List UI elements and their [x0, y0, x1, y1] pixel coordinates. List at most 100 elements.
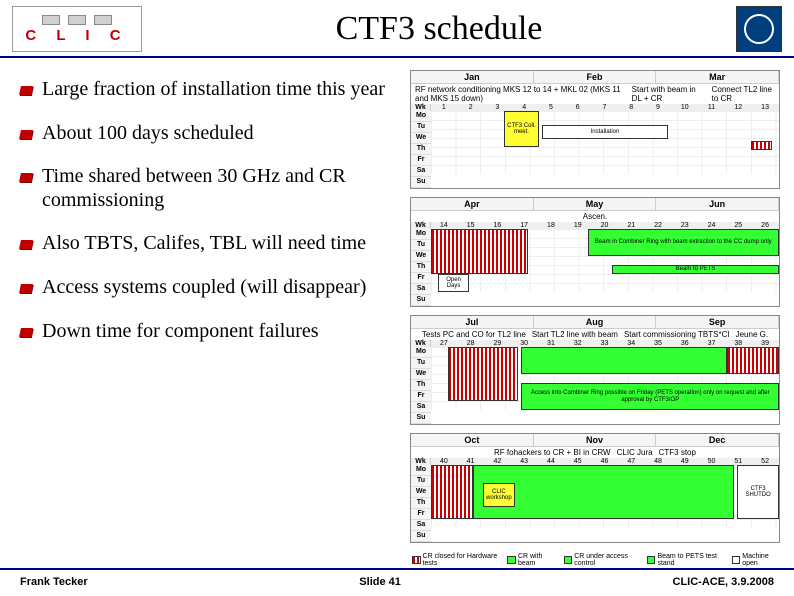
schedule-note: Start TL2 line with beam	[532, 330, 618, 339]
bullet-list: Large fraction of installation time this…	[20, 70, 400, 569]
bullet-item: Also TBTS, Califes, TBL will need time	[20, 232, 400, 256]
schedule-grid: CTF3 Coll. meet.Installation	[431, 111, 779, 174]
day-label: Th	[411, 144, 431, 155]
day-label: Fr	[411, 273, 431, 284]
schedule-block	[431, 465, 473, 519]
schedule-block	[431, 229, 528, 274]
month-label: May	[534, 198, 657, 210]
day-label: Sa	[411, 166, 431, 177]
day-label: We	[411, 133, 431, 144]
day-label: Fr	[411, 155, 431, 166]
month-label: Dec	[656, 434, 779, 446]
day-label: Sa	[411, 284, 431, 295]
week-number: 23	[672, 222, 699, 229]
day-label: Tu	[411, 122, 431, 133]
week-number: 32	[565, 340, 592, 347]
week-number: 52	[752, 458, 779, 465]
week-number: 51	[725, 458, 752, 465]
week-number: 42	[485, 458, 512, 465]
week-number: 25	[725, 222, 752, 229]
day-label: Mo	[411, 465, 431, 476]
clic-logo: C L I C	[12, 6, 142, 52]
week-number: 5	[538, 104, 565, 111]
day-label: Fr	[411, 509, 431, 520]
week-number: 22	[645, 222, 672, 229]
schedule-block: CLIC workshop	[483, 483, 514, 507]
week-number: 12	[725, 104, 752, 111]
schedule-grid: Beam in Combiner Ring with beam extracti…	[431, 229, 779, 292]
week-number: 24	[699, 222, 726, 229]
bullet-item: Access systems coupled (will disappear)	[20, 276, 400, 300]
week-number: 35	[645, 340, 672, 347]
week-number: 16	[485, 222, 512, 229]
week-header: Wk	[411, 104, 431, 111]
schedule-block	[727, 347, 779, 374]
week-number: 47	[618, 458, 645, 465]
week-number: 46	[592, 458, 619, 465]
footer-author: Frank Tecker	[20, 576, 88, 588]
month-label: Feb	[534, 71, 657, 83]
month-label: Oct	[411, 434, 534, 446]
footer-date: CLIC-ACE, 3.9.2008	[673, 576, 774, 588]
schedule-note: RF fohackers to CR + BI in CRW	[494, 448, 611, 457]
schedule-block	[448, 347, 518, 401]
week-number: 13	[752, 104, 779, 111]
week-number: 48	[645, 458, 672, 465]
day-label: Tu	[411, 358, 431, 369]
day-label: Mo	[411, 229, 431, 240]
week-number: 36	[672, 340, 699, 347]
schedule-grid: Access into Combiner Ring possible on Fr…	[431, 347, 779, 410]
week-number: 8	[618, 104, 645, 111]
week-number: 45	[565, 458, 592, 465]
week-number: 41	[458, 458, 485, 465]
day-label: Mo	[411, 347, 431, 358]
week-number: 50	[699, 458, 726, 465]
bullet-item: About 100 days scheduled	[20, 122, 400, 146]
day-label: Su	[411, 413, 431, 424]
quarter-panel: JulAugSepTests PC and CO for TL2 lineSta…	[410, 315, 780, 425]
bullet-item: Down time for component failures	[20, 320, 400, 344]
week-number: 30	[511, 340, 538, 347]
week-number: 19	[565, 222, 592, 229]
week-number: 29	[485, 340, 512, 347]
week-number: 44	[538, 458, 565, 465]
footer: Frank Tecker Slide 41 CLIC-ACE, 3.9.2008	[0, 568, 794, 596]
header-bar: C L I C CTF3 schedule	[0, 0, 794, 58]
day-label: Th	[411, 262, 431, 273]
week-number: 31	[538, 340, 565, 347]
schedule-grid: CLIC workshop CTF3 SHUTDO	[431, 465, 779, 528]
week-number: 1	[431, 104, 458, 111]
schedule-note: RF network conditioning MKS 12 to 14 + M…	[415, 85, 626, 103]
day-label: We	[411, 487, 431, 498]
legend-label: Beam to PETS test stand	[657, 553, 721, 567]
day-label: Th	[411, 380, 431, 391]
day-label: Su	[411, 177, 431, 188]
day-label: Fr	[411, 391, 431, 402]
week-number: 40	[431, 458, 458, 465]
week-number: 38	[725, 340, 752, 347]
schedule-note: Connect TL2 line to CR	[712, 85, 775, 103]
legend-label: Machine open	[742, 553, 778, 567]
month-label: Sep	[656, 316, 779, 328]
month-label: Jan	[411, 71, 534, 83]
week-header: Wk	[411, 340, 431, 347]
schedule-block: Beam to PETS	[612, 265, 779, 274]
schedule-block: Open Days	[438, 274, 469, 292]
schedule-block: CTF3 SHUTDO	[737, 465, 779, 519]
week-number: 11	[699, 104, 726, 111]
day-label: We	[411, 369, 431, 380]
schedule-block: Access into Combiner Ring possible on Fr…	[521, 383, 779, 410]
month-label: Apr	[411, 198, 534, 210]
week-number: 15	[458, 222, 485, 229]
week-number: 4	[511, 104, 538, 111]
legend-label: CR under access control	[574, 553, 637, 567]
schedule-note: CTF3 stop	[659, 448, 696, 457]
schedule-block	[751, 141, 772, 150]
quarter-panel: JanFebMar RF network conditioning MKS 12 …	[410, 70, 780, 189]
month-label: Mar	[656, 71, 779, 83]
schedule-block: CTF3 Coll. meet.	[504, 111, 539, 147]
week-number: 39	[752, 340, 779, 347]
week-number: 21	[618, 222, 645, 229]
page-title: CTF3 schedule	[142, 10, 736, 48]
day-label: Th	[411, 498, 431, 509]
